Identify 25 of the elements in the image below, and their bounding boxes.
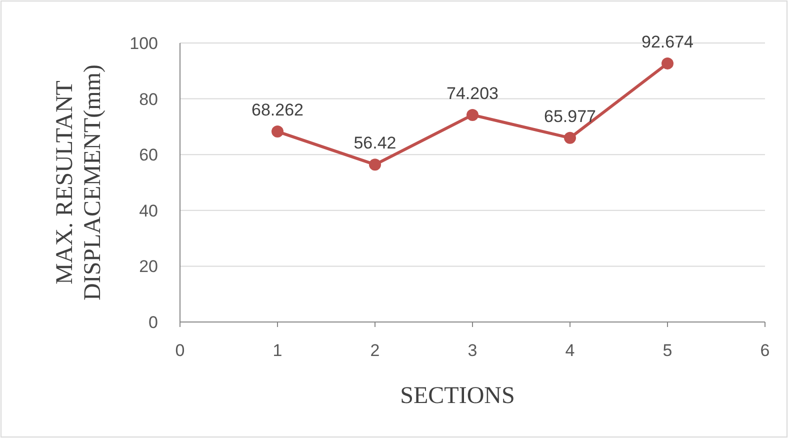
x-tick-label: 5 — [662, 341, 672, 360]
y-tick-label: 80 — [139, 90, 158, 109]
x-tick-label: 6 — [760, 341, 770, 360]
y-tick-label: 20 — [139, 257, 158, 276]
point — [564, 132, 576, 144]
point — [466, 108, 478, 121]
y-tick-label: 60 — [139, 146, 158, 165]
y-tick-label: 100 — [130, 34, 158, 53]
y-axis-title: MAX. RESULTANT DISPLACEMENT(mm) — [52, 64, 106, 300]
x-tick-label: 3 — [468, 341, 478, 360]
data-label: 56.42 — [354, 134, 396, 153]
point — [272, 126, 284, 138]
x-axis-title: SECTIONS — [400, 383, 515, 409]
x-tick-label: 1 — [272, 341, 282, 360]
point — [369, 158, 381, 171]
x-tick-label: 0 — [175, 341, 185, 360]
x-tick-label: 2 — [370, 341, 380, 360]
point — [662, 57, 674, 70]
data-label: 92.674 — [642, 32, 694, 52]
y-tick-label: 40 — [139, 201, 158, 220]
y-tick-label: 0 — [148, 313, 158, 332]
data-label: 65.977 — [544, 106, 596, 126]
x-tick-label: 4 — [565, 341, 575, 360]
data-label: 68.262 — [252, 100, 304, 120]
data-label: 74.203 — [446, 84, 498, 103]
